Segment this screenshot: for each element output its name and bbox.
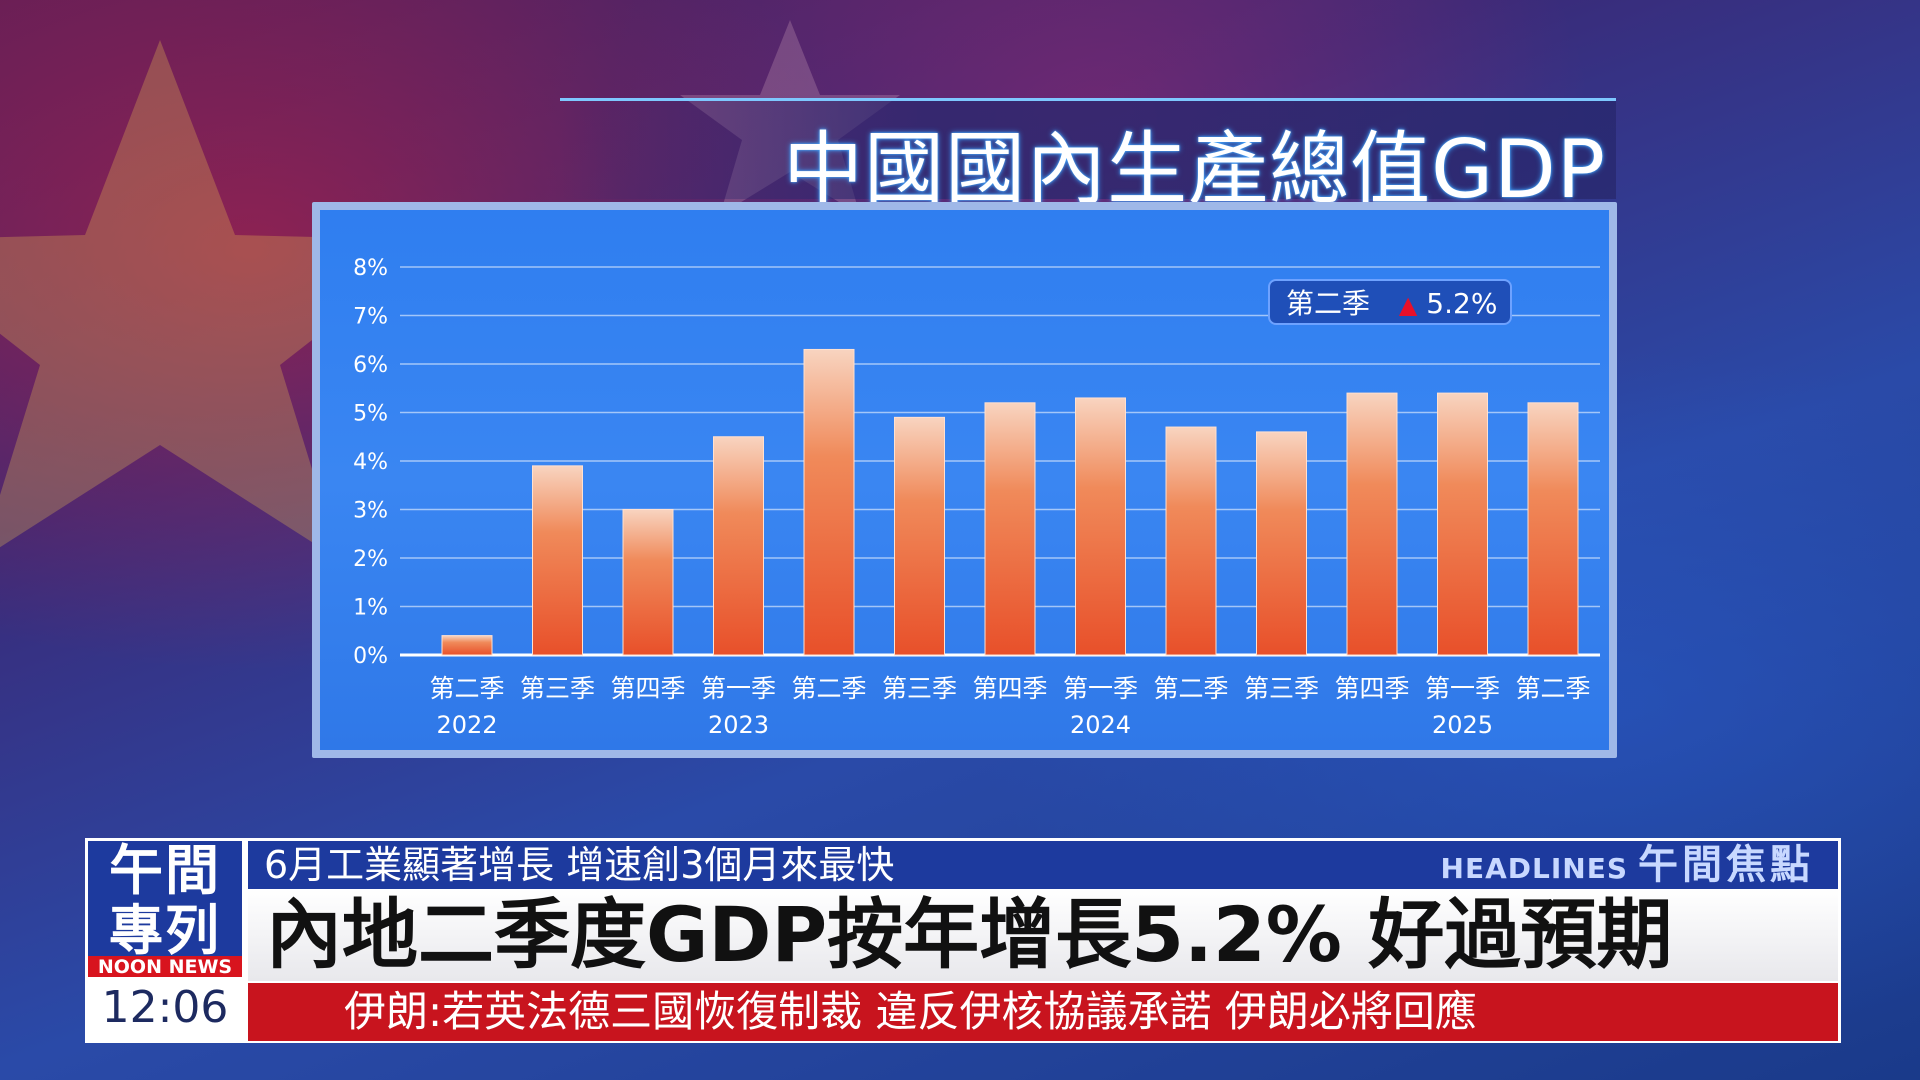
bar (984, 402, 1036, 656)
y-tick-label: 5% (353, 402, 388, 427)
bar (532, 465, 583, 656)
bar (1075, 397, 1126, 656)
sub-headline-strip: 6月工業顯著增長 增速創3個月來最快 HEADLINES 午間焦點 (248, 841, 1838, 889)
headlines-en: HEADLINES (1440, 852, 1628, 885)
chart-title: 中國國內生產總值GDP (783, 123, 1606, 216)
up-triangle-icon: ▲ (1398, 291, 1418, 319)
year-label: 2024 (1070, 711, 1131, 739)
bar (1527, 402, 1579, 656)
x-tick-label: 第二季 (429, 674, 504, 703)
bar (622, 509, 674, 656)
headlines-label: HEADLINES 午間焦點 (1441, 841, 1814, 897)
bar (803, 348, 855, 656)
x-tick-label: 第四季 (1334, 674, 1409, 703)
y-tick-label: 6% (353, 353, 388, 378)
y-tick-label: 4% (353, 450, 388, 475)
y-tick-label: 0% (353, 644, 388, 669)
x-tick-label: 第四季 (610, 674, 685, 703)
legend-value: 5.2% (1426, 287, 1498, 320)
x-tick-label: 第二季 (1153, 674, 1228, 703)
bar (441, 635, 493, 656)
y-tick-label: 8% (353, 256, 388, 281)
title-bar: 中國國內生產總值GDP (560, 98, 1616, 216)
y-tick-label: 2% (353, 547, 388, 572)
x-tick-label: 第三季 (882, 674, 957, 703)
year-label: 2025 (1432, 711, 1493, 739)
clock: 12:06 (88, 977, 242, 1039)
logo-line-1: 午間 (109, 839, 221, 902)
program-logo: 午間 專列 NOON NEWS (88, 841, 242, 978)
x-tick-label: 第一季 (1425, 674, 1500, 703)
main-headline: 內地二季度GDP按年增長5.2% 好過預期 (248, 889, 1838, 981)
x-tick-label: 第三季 (1244, 674, 1319, 703)
sub-headline: 6月工業顯著增長 增速創3個月來最快 (264, 843, 895, 887)
year-label: 2023 (708, 711, 769, 739)
bar (894, 416, 945, 656)
logo-line-2: 專列 (109, 899, 221, 962)
y-tick-label: 3% (353, 499, 388, 524)
legend-label: 第二季 (1286, 287, 1371, 320)
x-tick-label: 第二季 (791, 674, 866, 703)
bar (1346, 392, 1398, 656)
year-label: 2022 (436, 711, 497, 739)
x-tick-label: 第二季 (1515, 674, 1590, 703)
bar (1437, 392, 1488, 656)
y-tick-label: 1% (353, 596, 388, 621)
y-tick-label: 7% (353, 305, 388, 330)
breaking-headline: 伊朗:若英法德三國恢復制裁 違反伊核協議承諾 伊朗必將回應 (248, 983, 1838, 1041)
bar (1165, 426, 1217, 656)
logo-en: NOON NEWS (88, 956, 242, 978)
headlines-cn: 午間焦點 (1638, 842, 1814, 888)
bar (1256, 431, 1307, 656)
x-tick-label: 第一季 (701, 674, 776, 703)
legend-box: 第二季 ▲ 5.2% (1268, 279, 1512, 325)
x-tick-label: 第四季 (972, 674, 1047, 703)
logo-text: 午間 專列 (94, 841, 236, 961)
x-tick-label: 第三季 (520, 674, 595, 703)
x-tick-label: 第一季 (1063, 674, 1138, 703)
bar (713, 436, 764, 656)
